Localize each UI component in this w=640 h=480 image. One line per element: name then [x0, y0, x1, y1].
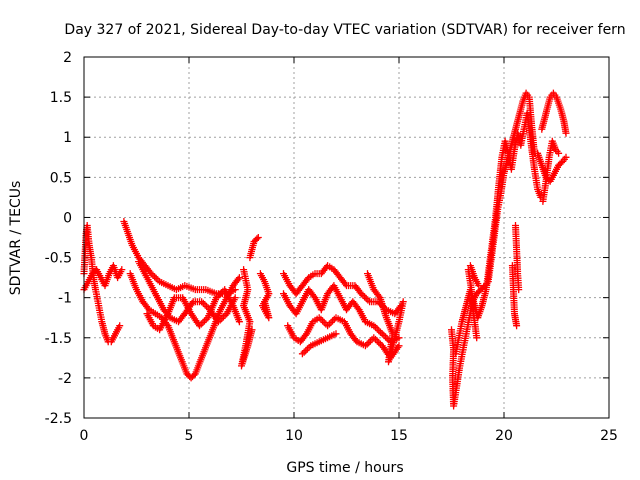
data-point: [201, 301, 209, 309]
data-point: [377, 328, 384, 336]
data-point: [375, 292, 383, 300]
data-point: [298, 350, 306, 358]
data-point: [320, 319, 328, 326]
data-point: [235, 274, 243, 282]
y-tick-label: 1.5: [50, 90, 72, 106]
data-point: [395, 334, 403, 342]
data-point: [203, 303, 211, 310]
y-tick-label: -0.5: [45, 251, 72, 267]
data-point: [301, 331, 309, 339]
data-point: [361, 293, 369, 301]
y-axis-title: SDTVAR / TECUs: [8, 181, 24, 296]
data-point: [253, 235, 261, 243]
data-point: [378, 330, 386, 338]
data-point: [366, 337, 374, 345]
plot-frame: [83, 56, 610, 419]
x-axis-ticks: 0 5 10 15 20 25: [80, 57, 618, 444]
y-tick-label: 1: [63, 130, 72, 146]
chart-title: Day 327 of 2021, Sidereal Day-to-day VTE…: [64, 22, 625, 38]
data-point: [327, 319, 335, 326]
data-point: [356, 288, 364, 296]
x-axis-title: GPS time / hours: [286, 460, 403, 476]
data-point: [382, 333, 390, 341]
data-point: [341, 280, 349, 288]
x-tick-label: 0: [80, 428, 89, 444]
data-point: [399, 298, 407, 306]
y-tick-label: -1.5: [45, 331, 72, 347]
data-point: [324, 322, 332, 330]
data-point: [363, 340, 371, 348]
data-point: [261, 298, 269, 306]
grid-lines: [84, 57, 609, 418]
data-point: [562, 129, 570, 137]
data-point: [362, 295, 370, 302]
data-point: [375, 327, 383, 335]
data-point: [199, 319, 207, 326]
data-point: [325, 320, 333, 328]
data-point: [118, 266, 126, 274]
data-point: [116, 322, 124, 330]
data-point: [562, 153, 570, 161]
data-point: [216, 291, 224, 298]
data-point: [152, 274, 160, 282]
data-point: [302, 347, 310, 355]
data-point: [146, 268, 154, 276]
data-point: [557, 159, 565, 167]
y-axis-ticks: -2.5 -2 -1.5 -1 -0.5 0 0.5 1 1.5 2: [45, 50, 609, 427]
data-point: [373, 337, 381, 345]
data-point: [319, 317, 327, 325]
data-point: [231, 294, 239, 302]
data-point: [475, 282, 483, 290]
data-point: [515, 286, 523, 294]
data-points: [80, 89, 570, 410]
data-point: [303, 345, 311, 353]
y-tick-label: 0: [63, 210, 72, 226]
x-tick-label: 5: [185, 428, 194, 444]
y-tick-label: -2.5: [45, 411, 72, 427]
data-point: [219, 313, 227, 321]
data-point: [372, 335, 379, 343]
data-point: [248, 326, 256, 334]
data-point: [354, 304, 362, 312]
x-tick-label: 15: [390, 428, 408, 444]
data-point: [317, 315, 325, 323]
data-point: [254, 234, 262, 241]
data-point: [513, 322, 521, 330]
y-tick-label: -2: [58, 371, 72, 387]
data-point: [370, 334, 378, 342]
data-point: [310, 292, 318, 300]
y-tick-label: 0.5: [50, 170, 72, 186]
data-point: [380, 331, 388, 339]
y-tick-label: 2: [63, 50, 72, 66]
data-point: [234, 275, 242, 283]
data-point: [365, 339, 373, 347]
data-point: [151, 273, 159, 281]
data-point: [395, 342, 403, 350]
data-point: [218, 315, 226, 322]
data-point: [375, 339, 383, 347]
data-point: [555, 149, 563, 157]
data-point: [473, 334, 481, 342]
x-tick-label: 10: [285, 428, 303, 444]
data-point: [300, 348, 308, 356]
data-point: [373, 325, 381, 333]
x-tick-label: 25: [600, 428, 618, 444]
data-point: [235, 318, 243, 326]
data-point: [332, 330, 340, 338]
x-tick-label: 20: [495, 428, 513, 444]
data-point: [199, 299, 207, 307]
y-tick-label: -1: [58, 291, 72, 307]
data-point: [201, 317, 208, 325]
